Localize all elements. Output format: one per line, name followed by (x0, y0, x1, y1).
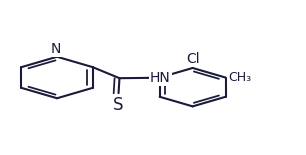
Text: CH₃: CH₃ (228, 71, 251, 84)
Text: Cl: Cl (186, 52, 200, 66)
Text: N: N (50, 42, 61, 55)
Text: HN: HN (150, 71, 171, 85)
Text: S: S (113, 96, 124, 114)
